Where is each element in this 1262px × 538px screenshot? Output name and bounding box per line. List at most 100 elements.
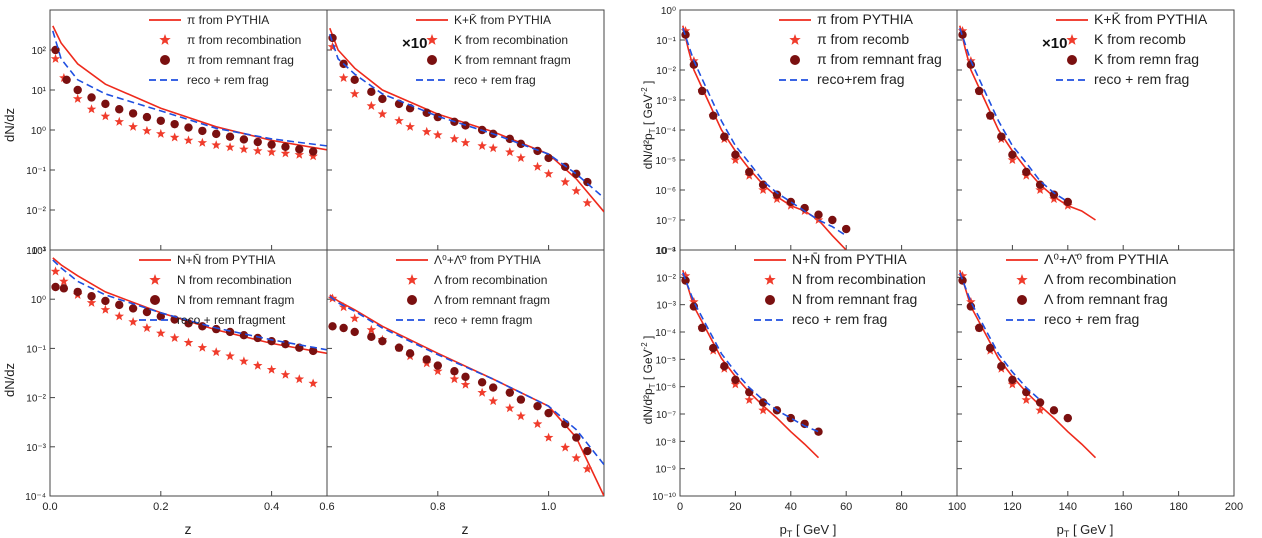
data-point-recombination	[280, 369, 291, 379]
legend-label: K from recomb	[1094, 31, 1186, 47]
data-point-remnant	[51, 282, 60, 292]
data-point-remnant	[772, 190, 782, 199]
data-point-recombination	[100, 111, 111, 121]
data-point-remnant	[516, 395, 526, 404]
data-point-recombination	[253, 145, 263, 155]
data-point-recombination	[571, 185, 582, 195]
data-point-remnant	[786, 197, 795, 207]
legend-swatch-remnant	[1017, 295, 1027, 305]
legend-swatch-recombination	[159, 34, 171, 45]
data-point-recombination	[449, 374, 460, 384]
data-point-recombination	[582, 198, 593, 207]
data-point-recombination	[1007, 155, 1018, 164]
legend-label: reco + rem frag	[187, 73, 269, 87]
right-ylabel-top: dN/d²pT [ GeV-2 ]	[640, 81, 657, 170]
legend-swatch-recombination	[406, 274, 418, 285]
x-tick-label: 0	[677, 501, 683, 513]
right-ylabel-exp-top: -2	[640, 87, 649, 95]
data-point-remnant	[461, 372, 470, 382]
data-point-recombination	[86, 297, 97, 307]
data-point-recombination	[488, 396, 498, 406]
series-line-sum	[959, 27, 1069, 203]
left-ylabel-top: dN/dz	[2, 108, 17, 142]
data-point-remnant	[758, 180, 768, 189]
y-tick-label: 10⁻⁸	[655, 437, 676, 448]
plot-frame	[956, 249, 1235, 497]
data-point-remnant	[745, 167, 754, 177]
data-point-recombination	[225, 142, 235, 152]
data-point-remnant	[212, 129, 221, 139]
data-point-recombination	[128, 317, 138, 326]
right-xlabel-1: pT [ GeV ]	[780, 522, 837, 538]
data-point-remnant	[986, 343, 995, 353]
y-tick-label: 10⁻⁵	[655, 156, 676, 167]
y-tick-label: 10⁰	[661, 6, 676, 17]
data-point-recombination	[197, 342, 208, 352]
data-point-remnant	[433, 361, 442, 370]
series-line-sum	[959, 272, 1041, 401]
legend-label: π from recomb	[817, 31, 909, 47]
data-point-remnant	[405, 349, 415, 358]
data-point-recombination	[308, 151, 318, 161]
data-point-remnant	[115, 105, 124, 114]
data-point-remnant	[1049, 190, 1059, 199]
data-point-recombination	[460, 137, 471, 147]
data-point-recombination	[966, 296, 976, 306]
x-tick-label: 0.4	[264, 501, 279, 513]
svg-text:dN/d²pT [ GeV-2 ]: dN/d²pT [ GeV-2 ]	[640, 81, 657, 170]
data-point-remnant	[378, 336, 387, 346]
data-point-remnant	[697, 86, 707, 96]
legend-swatch-recombination	[149, 274, 161, 285]
data-point-remnant	[477, 378, 487, 387]
data-point-remnant	[709, 111, 718, 120]
x-tick-label: 40	[785, 501, 797, 513]
data-point-recombination	[758, 185, 768, 194]
data-point-remnant	[422, 355, 431, 364]
right-xlabel-p-2: p	[1057, 522, 1064, 537]
legend-label: π from remnant frag	[817, 51, 942, 67]
right-xlabel-sub-2: T	[1064, 529, 1070, 538]
data-point-remnant	[731, 150, 740, 159]
data-point-remnant	[101, 296, 110, 306]
data-point-recombination	[758, 405, 768, 415]
data-point-remnant	[253, 333, 262, 343]
data-point-recombination	[349, 88, 360, 98]
legend-label: N from remnant frag	[792, 291, 917, 307]
data-point-remnant	[308, 147, 318, 156]
x-tick-label: 60	[840, 501, 852, 513]
data-point-remnant	[966, 60, 976, 69]
y-tick-label: 10⁻¹	[26, 166, 46, 177]
data-point-recombination	[582, 464, 593, 473]
legend-label: Λ⁰+Λ̄⁰ from PYTHIA	[434, 253, 541, 267]
data-point-recombination	[253, 360, 263, 370]
right-xlabel-sub-1: T	[787, 529, 793, 538]
data-point-remnant	[73, 85, 82, 95]
data-point-recombination	[1035, 185, 1045, 194]
data-point-recombination	[543, 432, 554, 442]
legend-label: π from remnant frag	[187, 53, 294, 67]
data-point-recombination	[422, 126, 432, 136]
data-point-remnant	[115, 300, 124, 310]
data-point-remnant	[544, 153, 553, 163]
data-point-remnant	[225, 327, 235, 337]
data-point-remnant	[450, 367, 459, 376]
data-point-recombination	[142, 323, 152, 333]
right-ylabel-close-bottom: ]	[641, 336, 655, 343]
legend-swatch-remnant	[765, 295, 775, 305]
series-line-sum	[52, 259, 327, 351]
data-point-recombination	[366, 324, 377, 334]
data-point-recombination	[294, 149, 305, 159]
legend-swatch-recombination	[1066, 34, 1078, 45]
y-tick-label: 10⁻⁷	[656, 410, 676, 421]
right-ylabel-unit-bottom: [ GeV	[641, 349, 655, 383]
data-point-recombination	[394, 115, 404, 125]
legend-swatch-remnant	[790, 55, 800, 65]
left-ylabel-bottom: dN/dz	[2, 363, 17, 397]
data-point-recombination	[50, 266, 61, 276]
x-tick-label: 160	[1114, 501, 1132, 513]
right-xlabel-p-1: p	[780, 522, 787, 537]
legend-swatch-remnant	[160, 55, 170, 65]
data-point-remnant	[239, 135, 249, 144]
data-point-remnant	[697, 323, 707, 333]
data-point-recombination	[266, 147, 277, 157]
